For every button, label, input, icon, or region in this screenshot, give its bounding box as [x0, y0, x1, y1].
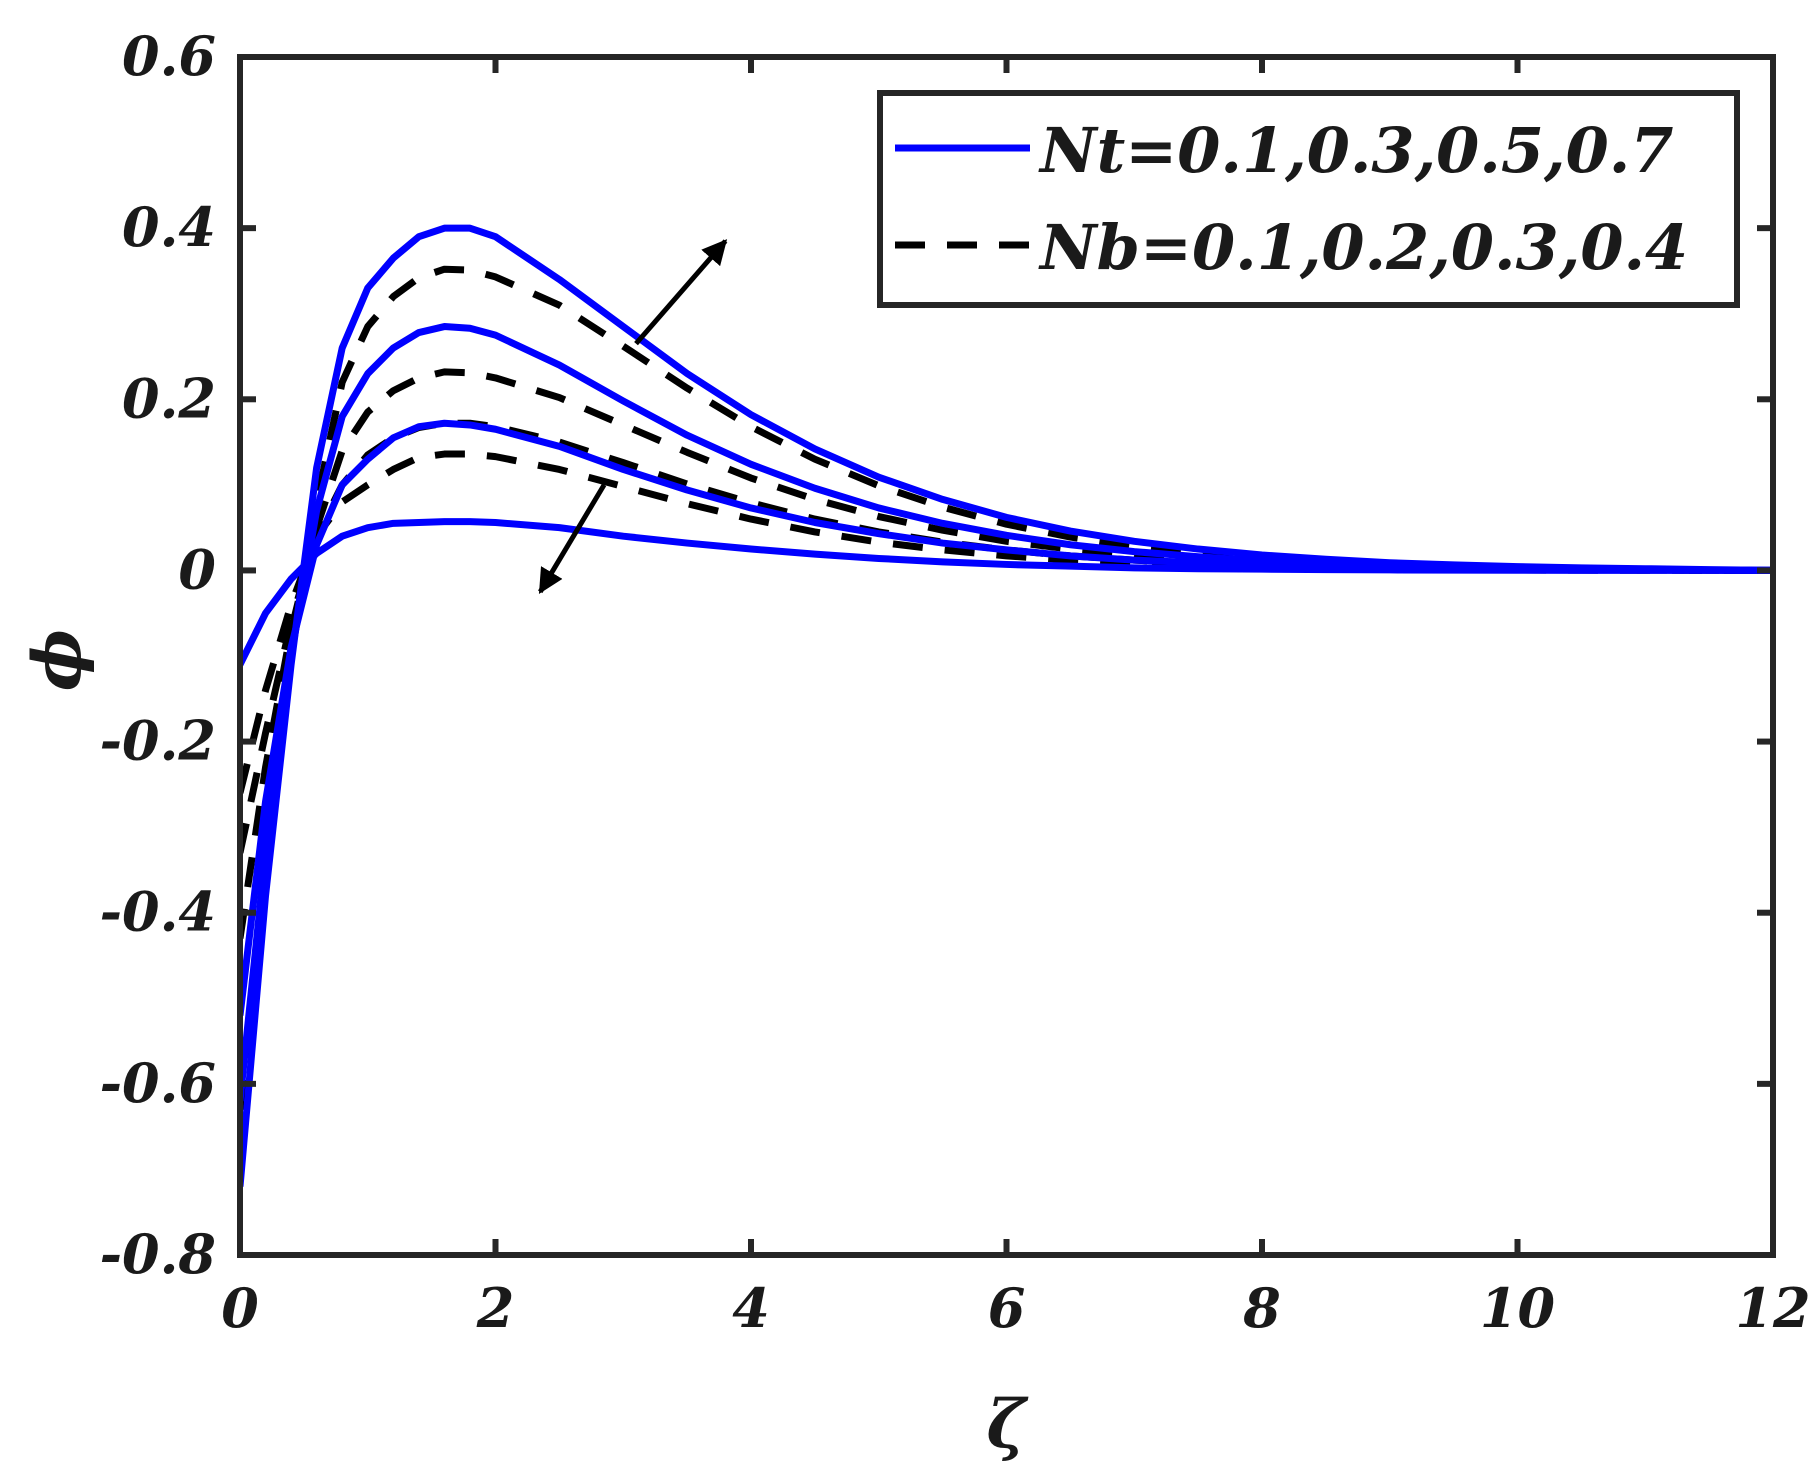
y-tick-label-7: -0.6 — [100, 1051, 216, 1115]
series-line-nt-4 — [240, 224, 1773, 1187]
annotation-layer — [538, 239, 728, 594]
annotation-arrow-1 — [634, 239, 728, 346]
y-tick-label-3: 0.2 — [122, 366, 216, 430]
y-tick-label-8: -0.8 — [100, 1222, 216, 1286]
x-tick-label-6: 10 — [1480, 1276, 1555, 1340]
legend-label-nt: Nt=0.1,0.3,0.5,0.7 — [1038, 114, 1673, 187]
series-line-nb-4 — [240, 265, 1773, 1110]
legend: Nt=0.1,0.3,0.5,0.7 Nb=0.1,0.2,0.3,0.4 — [877, 90, 1740, 308]
x-axis-label: ζ — [986, 1385, 1028, 1463]
legend-box — [877, 90, 1740, 308]
x-tick-label-2: 2 — [476, 1276, 515, 1340]
x-tick-label-3: 4 — [732, 1276, 770, 1340]
series-line-nb-1 — [240, 450, 1773, 794]
series-layer — [240, 224, 1773, 1187]
x-tick-label-1: 0 — [221, 1276, 259, 1340]
y-tick-label-1: 0.6 — [122, 24, 216, 88]
y-axis-label: ϕ — [18, 629, 96, 691]
y-tick-label-5: -0.2 — [100, 709, 216, 773]
y-tick-label-4: 0 — [178, 537, 216, 601]
y-tick-label-6: -0.4 — [100, 880, 216, 944]
x-tick-label-4: 6 — [988, 1276, 1026, 1340]
y-tick-label-2: 0.4 — [122, 195, 216, 259]
x-tick-label-5: 8 — [1242, 1276, 1281, 1340]
tick-layer: 0 2 4 6 8 10 12 0.6 0.4 0.2 0 -0.2 -0.4 -0.6 -0.8 — [100, 24, 1811, 1340]
annotation-arrow-2 — [538, 483, 607, 594]
x-tick-label-7: 12 — [1735, 1276, 1810, 1340]
legend-label-nb: Nb=0.1,0.2,0.3,0.4 — [1038, 211, 1688, 284]
